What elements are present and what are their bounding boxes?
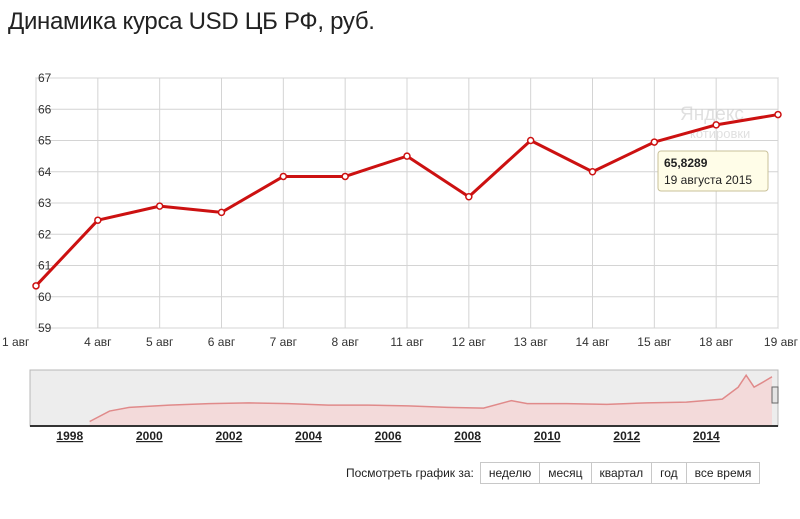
navigator-year-label: 2002 xyxy=(216,429,243,443)
navigator-year-label: 2010 xyxy=(534,429,561,443)
period-week-button[interactable]: неделю xyxy=(480,463,540,483)
x-tick-label: 13 авг xyxy=(514,335,549,349)
data-point[interactable] xyxy=(526,136,535,145)
period-quarter-button[interactable]: квартал xyxy=(590,463,652,483)
x-tick-label: 7 авг xyxy=(270,335,298,349)
period-all-time-button[interactable]: все время xyxy=(685,463,760,483)
x-tick-label: 5 авг xyxy=(146,335,174,349)
x-tick-label: 18 авг xyxy=(699,335,734,349)
x-tick-label: 1 авг xyxy=(2,335,30,349)
y-tick-label: 65 xyxy=(38,134,52,148)
navigator-year-label: 2014 xyxy=(693,429,720,443)
data-point[interactable] xyxy=(465,193,473,201)
data-point[interactable] xyxy=(403,152,411,160)
x-tick-label: 4 авг xyxy=(84,335,112,349)
data-tooltip: 65,8289 19 августа 2015 xyxy=(657,150,769,192)
data-point[interactable] xyxy=(712,121,720,129)
navigator-year-label: 2012 xyxy=(613,429,640,443)
y-tick-label: 60 xyxy=(38,290,52,304)
period-year-button[interactable]: год xyxy=(651,463,686,483)
navigator-area xyxy=(89,375,772,426)
x-tick-label: 12 авг xyxy=(452,335,487,349)
y-tick-label: 66 xyxy=(38,102,52,116)
watermark-brand: Яндекс xyxy=(680,104,744,125)
navigator-line xyxy=(89,373,773,423)
navigator-year-label: 1998 xyxy=(56,429,83,443)
data-point[interactable] xyxy=(774,110,782,119)
tooltip-box xyxy=(657,150,769,192)
data-point[interactable] xyxy=(32,282,40,290)
data-point[interactable] xyxy=(155,202,164,210)
data-point[interactable] xyxy=(588,168,597,176)
y-tick-label: 59 xyxy=(38,321,52,335)
x-tick-label: 19 авг xyxy=(764,335,799,349)
tooltip-value: 65,8289 xyxy=(664,156,708,170)
main-line-chart: 59 60 61 62 63 64 65 66 67 1 авг 4 авг 5 авг 6 авг 7… xyxy=(2,71,799,349)
data-point[interactable] xyxy=(217,208,226,217)
y-tick-label: 63 xyxy=(38,196,52,210)
navigator-handle[interactable] xyxy=(771,386,779,404)
period-month-button[interactable]: месяц xyxy=(539,463,591,483)
navigator-year-label: 2000 xyxy=(136,429,163,443)
y-tick-label: 62 xyxy=(38,227,52,241)
navigator-year-label: 2008 xyxy=(454,429,481,443)
period-selector: Посмотреть график за: неделю месяц кварт… xyxy=(346,462,761,484)
data-point[interactable] xyxy=(650,138,659,146)
watermark-sub: котировки xyxy=(690,126,750,141)
period-label: Посмотреть график за: xyxy=(346,466,474,480)
x-tick-label: 15 авг xyxy=(637,335,672,349)
y-tick-label: 61 xyxy=(38,259,52,273)
data-point[interactable] xyxy=(94,216,102,224)
period-button-group: неделю месяц квартал год все время xyxy=(479,462,761,484)
data-point[interactable] xyxy=(341,172,349,181)
x-tick-label: 6 авг xyxy=(208,335,236,349)
x-tick-label: 8 авг xyxy=(331,335,359,349)
tooltip-date: 19 августа 2015 xyxy=(664,173,752,187)
y-tick-label: 64 xyxy=(38,165,52,179)
data-point[interactable] xyxy=(279,172,288,181)
x-tick-label: 14 авг xyxy=(575,335,610,349)
y-tick-label: 67 xyxy=(38,71,52,85)
page-title: Динамика курса USD ЦБ РФ, руб. xyxy=(8,8,375,35)
navigator-year-label: 2006 xyxy=(375,429,402,443)
navigator-chart[interactable]: 1998 2000 2002 2004 2006 2008 2010 2012 2014 xyxy=(0,360,800,450)
yandex-watermark: Яндекс котировки xyxy=(680,104,750,141)
navigator-year-label: 2004 xyxy=(295,429,322,443)
x-tick-label: 11 авг xyxy=(390,335,424,349)
